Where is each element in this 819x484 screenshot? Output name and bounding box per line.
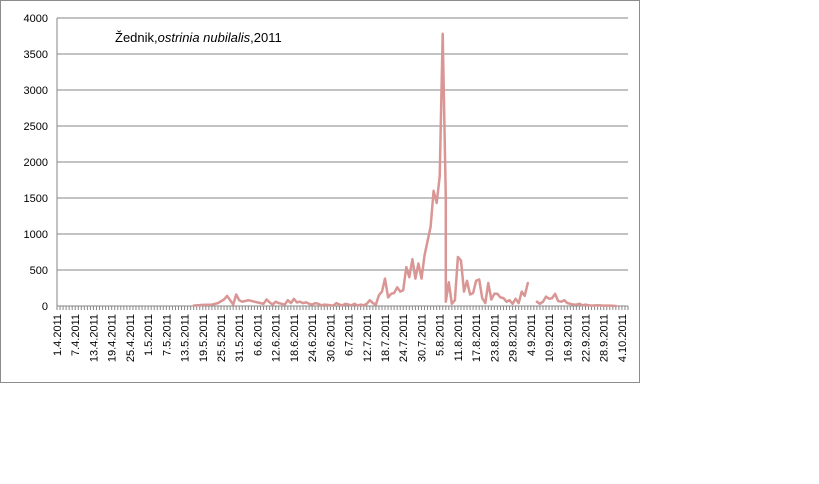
chart-title-part: ostrinia nubilalis (158, 30, 251, 45)
x-tick-label: 17.8.2011 (471, 314, 483, 362)
chart-title-part: ,2011 (250, 30, 282, 45)
series-line (535, 292, 618, 308)
x-tick-label: 24.7.2011 (398, 314, 410, 362)
x-tick-label: 4.10.2011 (617, 314, 629, 362)
x-tick-label: 19.4.2011 (107, 314, 119, 362)
x-tick-label: 16.9.2011 (562, 314, 574, 362)
x-tick-label: 12.6.2011 (271, 314, 283, 362)
y-tick-label: 3500 (24, 49, 48, 61)
series-layer (192, 32, 618, 308)
y-tick-label: 1000 (24, 229, 48, 241)
y-tick-labels: 0 500 1000 1500 2000 2500 3000 3500 4000 (24, 13, 48, 313)
x-tick-label: 6.7.2011 (344, 314, 356, 356)
x-tick-label: 1.5.2011 (143, 314, 155, 356)
x-tick-label: 7.5.2011 (161, 314, 173, 356)
x-tick-label: 24.6.2011 (307, 314, 319, 362)
x-tick-label: 5.8.2011 (435, 314, 447, 356)
x-tick-label: 18.7.2011 (380, 314, 392, 362)
x-tick-label: 31.5.2011 (234, 314, 246, 362)
y-tick-label: 2000 (24, 157, 48, 169)
x-tick-label: 13.5.2011 (180, 314, 192, 362)
x-tick-label: 29.8.2011 (508, 314, 520, 362)
line-chart: 0 500 1000 1500 2000 2500 3000 3500 4000 1.4.201… (24, 13, 629, 362)
chart-frame: 0 500 1000 1500 2000 2500 3000 3500 4000 1.4.201… (0, 0, 640, 383)
x-tick-label: 7.4.2011 (70, 314, 82, 356)
y-tick-label: 2500 (24, 121, 48, 133)
gridlines (57, 17, 628, 271)
x-tick-label: 25.4.2011 (125, 314, 137, 362)
chart-title-part: Žednik, (115, 30, 158, 45)
chart-title: Žednik,ostrinia nubilalis,2011 (115, 30, 282, 45)
series-line (192, 32, 530, 307)
x-tick-label: 30.7.2011 (416, 314, 428, 362)
x-tick-label: 10.9.2011 (544, 314, 556, 362)
x-tick-label: 25.5.2011 (216, 314, 228, 362)
axes (56, 18, 629, 310)
y-tick-label: 4000 (24, 13, 48, 25)
y-tick-label: 1500 (24, 193, 48, 205)
y-tick-label: 0 (42, 301, 48, 313)
x-tick-label: 6.6.2011 (252, 314, 264, 356)
x-tick-label: 12.7.2011 (362, 314, 374, 362)
x-tick-label: 18.6.2011 (289, 314, 301, 362)
x-tick-label: 11.8.2011 (453, 314, 465, 361)
x-tick-label: 30.6.2011 (325, 314, 337, 362)
y-tick-label: 500 (30, 265, 48, 277)
x-tick-label: 13.4.2011 (88, 314, 100, 362)
y-tick-label: 3000 (24, 85, 48, 97)
x-tick-label: 28.9.2011 (599, 314, 611, 362)
x-tick-label: 19.5.2011 (198, 314, 210, 362)
x-tick-label: 23.8.2011 (489, 314, 501, 362)
x-tick-labels: 1.4.2011 7.4.2011 13.4.2011 19.4.2011 25.4.2… (52, 314, 629, 362)
x-tick-label: 4.9.2011 (526, 314, 538, 356)
x-tick-label: 1.4.2011 (52, 314, 64, 356)
x-tick-label: 22.9.2011 (580, 314, 592, 362)
